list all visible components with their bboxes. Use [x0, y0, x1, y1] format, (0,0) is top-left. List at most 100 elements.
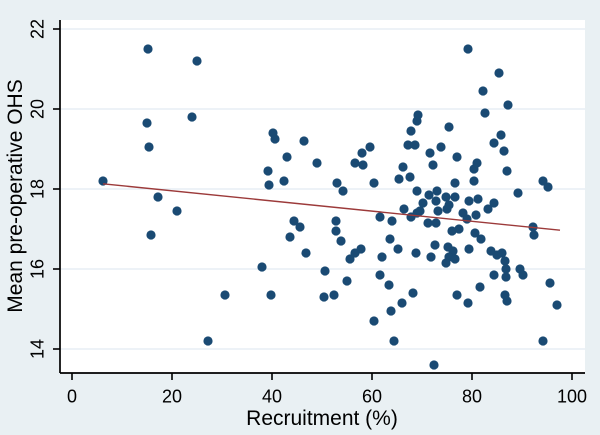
scatter-point	[270, 134, 280, 144]
scatter-point	[384, 280, 394, 290]
scatter-point	[285, 232, 295, 242]
scatter-point	[471, 210, 481, 220]
scatter-point	[257, 262, 267, 272]
scatter-point	[289, 216, 299, 226]
scatter-point	[475, 282, 485, 292]
y-tick-label: 14	[27, 338, 48, 360]
scatter-point	[220, 290, 230, 300]
scatter-point	[144, 142, 154, 152]
scatter-point	[299, 136, 309, 146]
scatter-point	[503, 100, 513, 110]
scatter-point	[415, 206, 425, 216]
x-axis-title: Recruitment (%)	[246, 407, 398, 430]
scatter-point	[413, 110, 423, 120]
scatter-point	[499, 146, 509, 156]
scatter-point	[452, 152, 462, 162]
scatter-point	[545, 278, 555, 288]
scatter-point	[143, 44, 153, 54]
scatter-point	[430, 240, 440, 250]
scatter-point	[331, 226, 341, 236]
scatter-point	[369, 178, 379, 188]
scatter-point	[187, 112, 197, 122]
scatter-point	[433, 206, 443, 216]
y-tick-label: 20	[27, 98, 48, 120]
scatter-point	[393, 244, 403, 254]
scatter-point	[497, 248, 507, 258]
scatter-point	[450, 192, 460, 202]
scatter-point	[375, 212, 385, 222]
scatter-point	[389, 336, 399, 346]
scatter-point	[432, 186, 442, 196]
scatter-point	[172, 206, 182, 216]
scatter-point	[500, 256, 510, 266]
scatter-point	[472, 158, 482, 168]
scatter-point	[447, 226, 457, 236]
scatter-point	[301, 248, 311, 258]
scatter-point	[513, 188, 523, 198]
scatter-point	[478, 86, 488, 96]
scatter-point	[146, 230, 156, 240]
scatter-point	[463, 44, 473, 54]
scatter-point	[399, 204, 409, 214]
y-tick-label: 22	[27, 18, 48, 40]
scatter-point	[494, 68, 504, 78]
x-tick-label: 0	[66, 386, 78, 407]
scatter-point	[441, 192, 451, 202]
scatter-point	[423, 218, 433, 228]
y-axis-title: Mean pre-operative OHS	[4, 79, 27, 313]
scatter-point	[425, 148, 435, 158]
scatter-point	[406, 126, 416, 136]
scatter-point	[436, 142, 446, 152]
scatter-point	[192, 56, 202, 66]
scatter-point	[264, 180, 274, 190]
scatter-point	[142, 118, 152, 128]
x-tick-label: 100	[556, 386, 588, 407]
scatter-point	[428, 160, 438, 170]
scatter-point	[387, 216, 397, 226]
scatter-point	[98, 176, 108, 186]
scatter-point	[279, 176, 289, 186]
y-tick-label: 16	[27, 258, 48, 280]
scatter-point	[398, 162, 408, 172]
x-tick-label: 40	[261, 386, 283, 407]
scatter-point	[424, 190, 434, 200]
scatter-point	[331, 216, 341, 226]
scatter-point	[386, 306, 396, 316]
scatter-point	[408, 288, 418, 298]
scatter-point	[411, 248, 421, 258]
scatter-point	[476, 234, 486, 244]
scatter-point	[496, 130, 506, 140]
scatter-point	[441, 258, 451, 268]
scatter-point	[543, 182, 553, 192]
scatter-point	[282, 152, 292, 162]
scatter-point	[426, 252, 436, 262]
scatter-point	[377, 252, 387, 262]
scatter-point	[538, 336, 548, 346]
scatter-point	[369, 316, 379, 326]
scatter-point	[329, 290, 339, 300]
scatter-point	[332, 178, 342, 188]
x-tick-label: 20	[161, 386, 183, 407]
scatter-point	[357, 148, 367, 158]
scatter-point	[462, 214, 472, 224]
scatter-point	[403, 140, 413, 150]
scatter-point	[203, 336, 213, 346]
scatter-point	[394, 174, 404, 184]
scatter-point	[342, 276, 352, 286]
scatter-point	[375, 270, 385, 280]
scatter-point	[385, 234, 395, 244]
scatter-point	[397, 298, 407, 308]
x-tick-label: 60	[361, 386, 383, 407]
scatter-point	[529, 230, 539, 240]
scatter-point	[356, 244, 366, 254]
scatter-point	[502, 296, 512, 306]
plot-area	[60, 20, 585, 373]
scatter-point	[483, 204, 493, 214]
scatter-point	[489, 270, 499, 280]
scatter-point	[464, 196, 474, 206]
scatter-point	[410, 140, 420, 150]
scatter-point	[473, 194, 483, 204]
scatter-point	[312, 158, 322, 168]
